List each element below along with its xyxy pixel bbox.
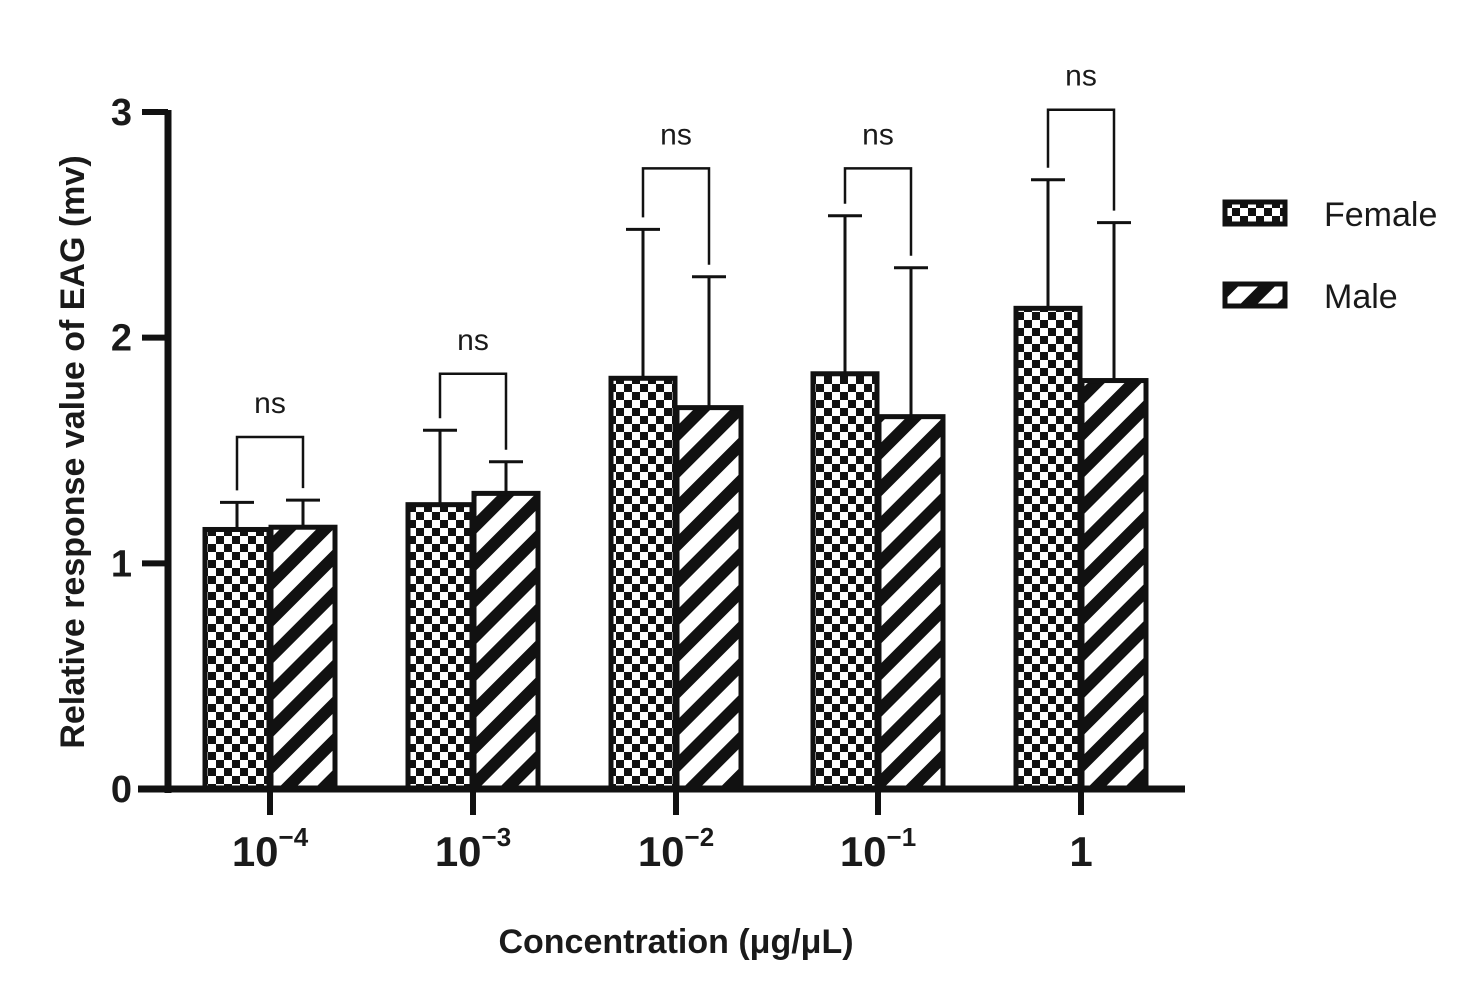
y-tick-label-1: 1: [111, 543, 132, 585]
significance-bracket-2: [438, 372, 508, 450]
bar-male-4: [876, 414, 946, 792]
bar-male-1: [268, 524, 338, 792]
legend-label-female: Female: [1324, 196, 1437, 234]
y-axis-title: Relative response value of EAG (mv): [54, 155, 92, 748]
bar-female-5: [1013, 305, 1083, 792]
x-tick-label-2: 10−3: [435, 822, 511, 875]
legend-swatch-male: [1222, 281, 1288, 309]
x-axis-title: Concentration (μg/μL): [498, 923, 853, 961]
bar-female-4: [810, 371, 880, 792]
y-tick-label-2: 2: [111, 318, 132, 360]
bar-male-3: [674, 405, 744, 792]
significance-bracket-5: [1046, 108, 1116, 211]
bar-female-3: [608, 375, 678, 792]
x-tick-label-5: 1: [1069, 828, 1092, 875]
bar-female-2: [405, 502, 475, 792]
significance-label-3: ns: [660, 118, 692, 151]
bar-male-5: [1079, 378, 1149, 792]
significance-bracket-3: [641, 167, 711, 265]
significance-label-1: ns: [254, 387, 286, 420]
significance-label-4: ns: [862, 118, 894, 151]
legend-swatch-female: [1222, 199, 1288, 227]
y-tick-label-3: 3: [111, 92, 132, 134]
significance-label-5: ns: [1065, 60, 1097, 93]
significance-bracket-1: [235, 435, 305, 491]
bar-male-2: [471, 490, 541, 792]
legend-label-male: Male: [1324, 278, 1398, 316]
x-tick-label-3: 10−2: [638, 822, 714, 875]
y-tick-label-0: 0: [111, 769, 132, 811]
bar-female-1: [202, 526, 272, 792]
x-tick-label-4: 10−1: [840, 822, 916, 875]
significance-label-2: ns: [457, 324, 489, 357]
x-tick-label-1: 10−4: [232, 822, 309, 875]
significance-bracket-4: [843, 167, 913, 256]
